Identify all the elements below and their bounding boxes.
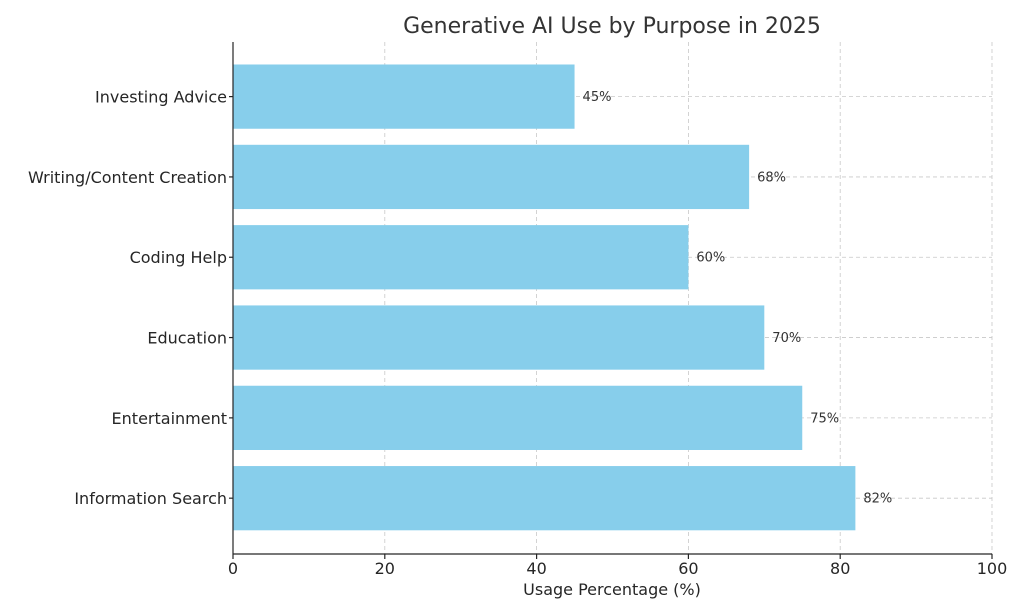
category-label: Information Search [74,489,227,508]
x-tick-label: 0 [228,559,238,578]
value-label: 70% [772,331,801,346]
value-label: 60% [696,251,725,266]
value-label: 45% [583,90,612,105]
bar [233,466,856,531]
bar [233,305,765,370]
x-tick-label: 80 [830,559,850,578]
x-tick-label: 60 [678,559,698,578]
bar [233,64,575,129]
category-label: Writing/Content Creation [28,168,227,187]
bar [233,144,750,210]
bars [233,64,856,531]
category-label: Coding Help [130,248,227,267]
bar [233,385,803,450]
axes [229,42,993,559]
x-axis-label: Usage Percentage (%) [523,580,701,599]
category-label: Entertainment [112,409,227,428]
labels: Investing Advice 45% Writing/Content Creat… [28,88,1007,578]
bar [233,225,689,290]
category-label: Investing Advice [95,88,227,107]
x-tick-label: 40 [526,559,546,578]
chart-title: Generative AI Use by Purpose in 2025 [403,14,821,39]
value-label: 82% [863,492,892,507]
value-label: 68% [757,170,786,185]
value-label: 75% [810,411,839,426]
x-tick-label: 100 [977,559,1008,578]
x-tick-label: 20 [375,559,395,578]
category-label: Education [147,329,227,348]
